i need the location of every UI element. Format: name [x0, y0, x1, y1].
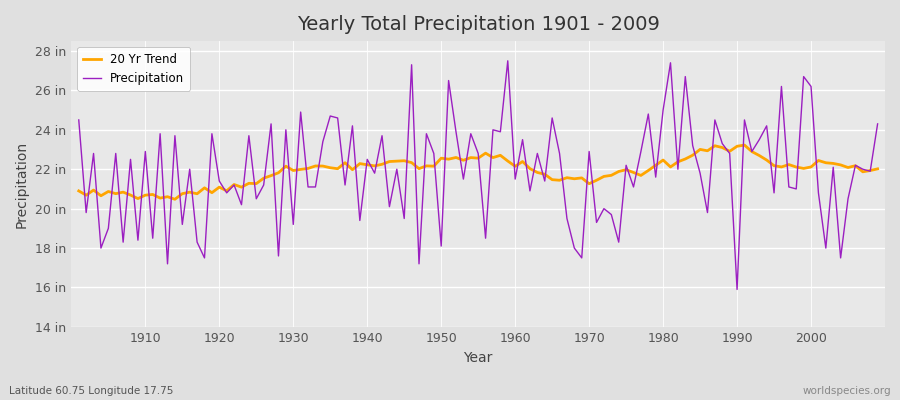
- 20 Yr Trend: [606, 173, 616, 178]
- Line: Precipitation: Precipitation: [79, 61, 878, 290]
- 20 Yr Trend: [872, 166, 883, 171]
- Precipitation: [74, 118, 85, 122]
- Title: Yearly Total Precipitation 1901 - 2009: Yearly Total Precipitation 1901 - 2009: [297, 15, 660, 34]
- 20 Yr Trend: [347, 167, 358, 172]
- Line: 20 Yr Trend: 20 Yr Trend: [79, 145, 878, 199]
- Precipitation: [339, 182, 350, 187]
- X-axis label: Year: Year: [464, 351, 493, 365]
- 20 Yr Trend: [302, 166, 313, 171]
- Precipitation: [509, 177, 520, 182]
- 20 Yr Trend: [74, 188, 85, 193]
- Text: Latitude 60.75 Longitude 17.75: Latitude 60.75 Longitude 17.75: [9, 386, 174, 396]
- Precipitation: [295, 110, 306, 114]
- Text: worldspecies.org: worldspecies.org: [803, 386, 891, 396]
- Precipitation: [518, 137, 528, 142]
- 20 Yr Trend: [509, 164, 520, 169]
- 20 Yr Trend: [132, 196, 143, 201]
- Y-axis label: Precipitation: Precipitation: [15, 140, 29, 228]
- 20 Yr Trend: [739, 143, 750, 148]
- 20 Yr Trend: [169, 197, 180, 202]
- Precipitation: [732, 287, 742, 292]
- 20 Yr Trend: [518, 159, 528, 164]
- Precipitation: [132, 238, 143, 242]
- Legend: 20 Yr Trend, Precipitation: 20 Yr Trend, Precipitation: [77, 47, 190, 91]
- Precipitation: [872, 122, 883, 126]
- Precipitation: [502, 58, 513, 63]
- Precipitation: [606, 212, 616, 217]
